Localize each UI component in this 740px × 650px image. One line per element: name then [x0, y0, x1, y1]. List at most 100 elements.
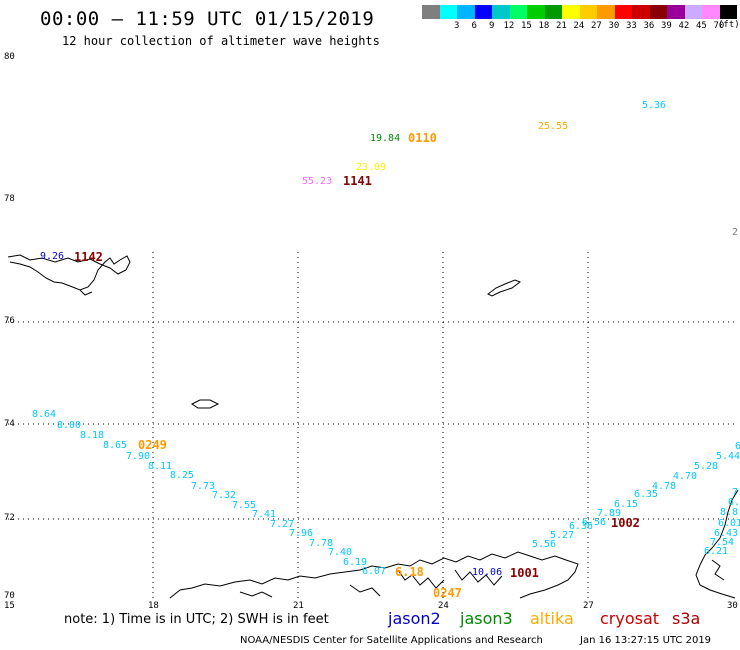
legend-swatch — [527, 5, 545, 19]
svalbard-coastline — [7, 254, 131, 296]
legend-swatch — [632, 5, 650, 19]
kong-karls-land-coastline — [487, 279, 522, 297]
latitude-label: 74 — [4, 419, 15, 429]
legend-swatch — [597, 5, 615, 19]
longitude-label: 27 — [583, 601, 594, 611]
wave-height-value: 6.01 — [718, 518, 740, 529]
latitude-label: 70 — [4, 591, 15, 601]
wave-height-value: 7.89 — [597, 508, 622, 519]
wave-height-value: 7.96 — [289, 528, 314, 539]
legend-label: 24 — [573, 21, 585, 31]
novaya-zemlya-coastline — [695, 489, 739, 599]
legend-swatch — [439, 5, 457, 19]
time-label: 6.18 — [395, 565, 424, 579]
wave-height-value: 8.25 — [170, 470, 195, 481]
satellite-jason2: jason2 — [388, 609, 441, 628]
legend-label: 21 — [556, 21, 567, 31]
legend-label: 9 — [489, 21, 495, 31]
legend-label: 36 — [643, 21, 655, 31]
satellite-altika: altika — [530, 609, 574, 628]
legend-swatch — [684, 5, 702, 19]
wave-height-value: 7.27 — [270, 519, 295, 530]
wave-height-value: 2. — [732, 227, 740, 238]
wave-height-value: 6.21 — [704, 546, 729, 557]
time-label: 1001 — [510, 566, 539, 580]
wave-height-value: 6.36 — [569, 521, 594, 532]
wave-height-value: 5.27 — [550, 530, 575, 541]
latitude-label: 80 — [4, 52, 15, 62]
wave-height-value: 4.78 — [652, 481, 677, 492]
latitude-label: 76 — [4, 316, 15, 326]
bjornoya-coastline — [191, 399, 220, 409]
legend-swatch — [422, 5, 440, 19]
legend-swatch — [544, 5, 562, 19]
legend-swatch — [492, 5, 510, 19]
wave-height-value: 7.55 — [232, 500, 257, 511]
legend-label: 15 — [521, 21, 532, 31]
wave-height-value: 6. — [735, 441, 740, 452]
wave-height-value: 19.84 — [370, 133, 401, 144]
time-label: 0247 — [433, 586, 462, 600]
satellite-jason3: jason3 — [460, 609, 513, 628]
longitude-label: 15 — [4, 601, 15, 611]
wave-height-value: 23.09 — [356, 162, 387, 173]
legend-swatch — [614, 5, 632, 19]
legend-swatch — [579, 5, 597, 19]
wave-height-value: 8.64 — [32, 409, 57, 420]
wave-height-value: 7.78 — [309, 538, 334, 549]
graticule — [8, 252, 735, 598]
wave-height-value: 7.54 — [710, 537, 735, 548]
legend-swatch — [457, 5, 475, 19]
legend-swatch — [509, 5, 527, 19]
longitude-label: 18 — [148, 601, 159, 611]
legend-swatch — [667, 5, 685, 19]
time-label: 0110 — [408, 131, 437, 145]
wave-height-value: 8.11 — [148, 461, 173, 472]
wave-height-value: 6.35 — [634, 489, 659, 500]
norway-coastline — [169, 551, 579, 599]
wave-height-value: 5.44 — [716, 451, 740, 462]
wave-height-value: 6.15 — [614, 499, 639, 510]
wave-height-value: 4.70 — [673, 471, 698, 482]
latitude-label: 78 — [4, 194, 15, 204]
wave-height-value: 7.90 — [126, 451, 151, 462]
wave-height-value: 7. — [732, 487, 740, 498]
legend-label: 12 — [503, 21, 515, 31]
wave-height-value: 6.56 — [582, 517, 607, 528]
footer-credit: NOAA/NESDIS Center for Satellite Applica… — [240, 635, 543, 646]
wave-height-value: 6.43 — [714, 528, 739, 539]
wave-height-value: 55.23 — [302, 176, 333, 187]
map-title: 00:00 – 11:59 UTC 01/15/2019 — [40, 8, 375, 30]
legend-label: 18 — [538, 21, 550, 31]
wave-height-value: 8.8 — [720, 507, 739, 518]
wave-height-value: 8.65 — [103, 440, 128, 451]
legend-unit: (ft) — [718, 20, 740, 30]
wave-height-value: 6.19 — [343, 557, 368, 568]
wave-height-value: 7.32 — [212, 490, 237, 501]
latitude-label: 72 — [4, 513, 15, 523]
legend-swatch — [649, 5, 667, 19]
legend-swatch — [719, 5, 737, 19]
satellite-cryosat: cryosat — [600, 609, 660, 628]
legend-swatch — [562, 5, 580, 19]
wave-height-value: 5.36 — [642, 100, 667, 111]
wave-height-value: 10.06 — [472, 567, 503, 578]
legend-label: 30 — [608, 21, 620, 31]
legend-label: 70 — [713, 21, 725, 31]
wave-height-value: 8.00 — [57, 420, 82, 431]
wave-height-value: 6. — [728, 497, 740, 508]
time-label: 1002 — [611, 516, 640, 530]
wave-height-value: 9.26 — [40, 251, 65, 262]
wave-height-value: 8.18 — [80, 430, 105, 441]
longitude-label: 30 — [727, 601, 738, 611]
longitude-label: 21 — [293, 601, 304, 611]
wave-height-value: 5.28 — [694, 461, 719, 472]
wave-height-value: 5.56 — [532, 539, 557, 550]
legend-label: 42 — [678, 21, 690, 31]
satellite-s3a: s3a — [672, 609, 701, 628]
longitude-label: 24 — [438, 601, 449, 611]
legend-label: 27 — [591, 21, 602, 31]
map-subtitle: 12 hour collection of altimeter wave hei… — [62, 34, 380, 48]
legend-label: 3 — [454, 21, 460, 31]
